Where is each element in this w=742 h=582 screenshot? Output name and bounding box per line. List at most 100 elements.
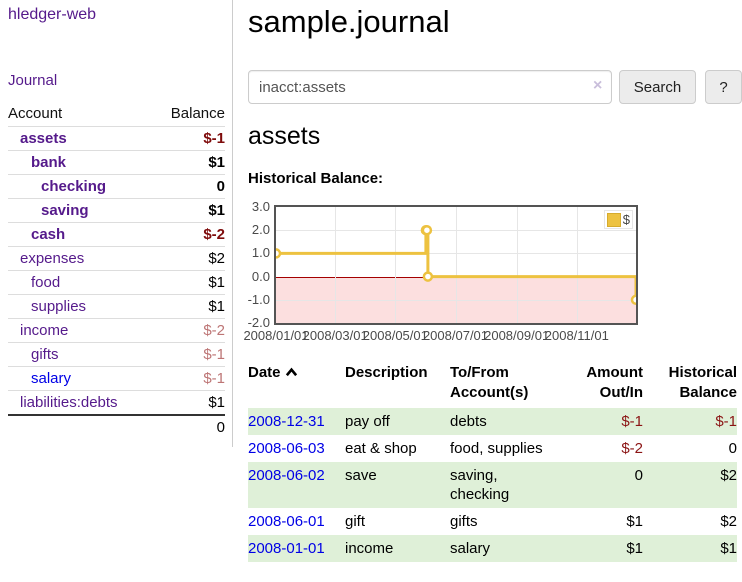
search-button[interactable]: Search <box>619 70 696 104</box>
transaction-accounts: food, supplies <box>450 435 558 462</box>
brand-link[interactable]: hledger-web <box>8 6 96 24</box>
balance-column-header: Balance <box>153 102 225 127</box>
transaction-accounts: saving, checking <box>450 462 558 508</box>
transaction-balance: $-1 <box>643 408 737 435</box>
chart-title: Historical Balance: <box>248 170 383 187</box>
account-row: gifts $-1 <box>8 343 225 367</box>
account-row: assets $-1 <box>8 127 225 151</box>
data-point-marker <box>632 296 636 304</box>
account-link-supplies[interactable]: supplies <box>31 298 86 315</box>
data-point-marker <box>276 249 280 257</box>
register-header-row: Date Description To/From Account(s) Amou… <box>248 361 737 408</box>
sort-ascending-icon <box>285 367 298 377</box>
account-link-gifts[interactable]: gifts <box>31 346 59 363</box>
account-tree: Account Balance assets $-1 bank $1 checkin… <box>8 102 225 439</box>
transaction-description: save <box>345 462 450 508</box>
account-row: saving $1 <box>8 199 225 223</box>
account-balance: $1 <box>153 271 225 295</box>
transaction-balance: 0 <box>643 435 737 462</box>
account-balance: $1 <box>153 151 225 175</box>
register-table: Date Description To/From Account(s) Amou… <box>248 361 737 562</box>
balance-line-series <box>276 207 636 323</box>
account-row: cash $-2 <box>8 223 225 247</box>
page-title: sample.journal <box>248 4 450 40</box>
account-link-saving[interactable]: saving <box>41 202 89 219</box>
y-axis-tick-label: 0.0 <box>234 269 270 284</box>
transaction-balance: $2 <box>643 508 737 535</box>
transaction-date-link[interactable]: 2008-12-31 <box>248 413 325 430</box>
transaction-description: pay off <box>345 408 450 435</box>
transaction-accounts: debts <box>450 408 558 435</box>
transaction-description: gift <box>345 508 450 535</box>
transaction-date-link[interactable]: 2008-06-03 <box>248 440 325 457</box>
transaction-accounts: gifts <box>450 508 558 535</box>
y-axis-tick-label: -1.0 <box>234 292 270 307</box>
account-column-header: Account <box>8 102 153 127</box>
account-balance: $-1 <box>153 127 225 151</box>
transaction-description: income <box>345 535 450 562</box>
transaction-amount: $-2 <box>558 435 643 462</box>
amount-column-header: Amount Out/In <box>558 361 643 408</box>
date-column-header[interactable]: Date <box>248 361 345 408</box>
transaction-description: eat & shop <box>345 435 450 462</box>
account-link-liabilities-debts[interactable]: liabilities:debts <box>20 394 118 411</box>
account-balance: $-1 <box>153 367 225 391</box>
description-column-header: Description <box>345 361 450 408</box>
account-row: expenses $2 <box>8 247 225 271</box>
account-link-food[interactable]: food <box>31 274 60 291</box>
data-point-marker <box>423 226 431 234</box>
account-link-assets[interactable]: assets <box>20 130 67 147</box>
account-row: bank $1 <box>8 151 225 175</box>
legend-label: $ <box>623 212 630 227</box>
account-row: liabilities:debts$1 <box>8 391 225 416</box>
accounts-column-header: To/From Account(s) <box>450 361 558 408</box>
transaction-amount: 0 <box>558 462 643 508</box>
account-link-bank[interactable]: bank <box>31 154 66 171</box>
transaction-balance: $1 <box>643 535 737 562</box>
transaction-row: 2008-06-02 save saving, checking 0 $2 <box>248 462 737 508</box>
x-axis-tick-label: 2008/07/01 <box>421 328 491 343</box>
account-balance: $-2 <box>153 223 225 247</box>
transaction-row: 2008-12-31 pay off debts $-1 $-1 <box>248 408 737 435</box>
transaction-amount: $1 <box>558 508 643 535</box>
hledger-web-window: hledger-web Journal Account Balance asse… <box>0 0 742 582</box>
account-tree-header: Account Balance <box>8 102 225 127</box>
account-balance: $1 <box>153 199 225 223</box>
account-balance: $-1 <box>153 343 225 367</box>
account-link-checking[interactable]: checking <box>41 178 106 195</box>
transaction-date-link[interactable]: 2008-06-02 <box>248 467 325 484</box>
accounts-total: 0 <box>153 415 225 439</box>
transaction-amount: $-1 <box>558 408 643 435</box>
transaction-row: 2008-06-01 gift gifts $1 $2 <box>248 508 737 535</box>
account-balance: $-2 <box>153 319 225 343</box>
accounts-total-row: 0 <box>8 415 225 439</box>
help-button[interactable]: ? <box>705 70 742 104</box>
clear-search-icon[interactable]: × <box>593 77 602 95</box>
chart-legend: $ <box>604 210 633 229</box>
account-heading: assets <box>248 122 320 150</box>
sidebar-item-journal[interactable]: Journal <box>8 72 57 89</box>
transaction-date-link[interactable]: 2008-01-01 <box>248 540 325 557</box>
account-row: food $1 <box>8 271 225 295</box>
transaction-date-link[interactable]: 2008-06-01 <box>248 513 325 530</box>
transaction-row: 2008-06-03 eat & shop food, supplies $-2… <box>248 435 737 462</box>
x-axis-tick-label: 2008/11/01 <box>542 328 612 343</box>
account-balance: $2 <box>153 247 225 271</box>
account-link-cash[interactable]: cash <box>31 226 65 243</box>
account-row: salary $-1 <box>8 367 225 391</box>
sidebar: hledger-web Journal Account Balance asse… <box>0 0 233 447</box>
legend-swatch-icon <box>607 213 621 227</box>
account-row: income $-2 <box>8 319 225 343</box>
account-row: supplies $1 <box>8 295 225 319</box>
account-balance: 0 <box>153 175 225 199</box>
balance-column-header: Historical Balance <box>643 361 737 408</box>
account-link-income[interactable]: income <box>20 322 68 339</box>
chart-plot: $ <box>274 205 638 325</box>
search-input[interactable] <box>248 70 612 104</box>
y-axis-tick-label: 3.0 <box>234 199 270 214</box>
transaction-balance: $2 <box>643 462 737 508</box>
account-link-salary[interactable]: salary <box>31 370 71 387</box>
account-row: checking 0 <box>8 175 225 199</box>
account-link-expenses[interactable]: expenses <box>20 250 84 267</box>
account-balance: $1 <box>153 295 225 319</box>
